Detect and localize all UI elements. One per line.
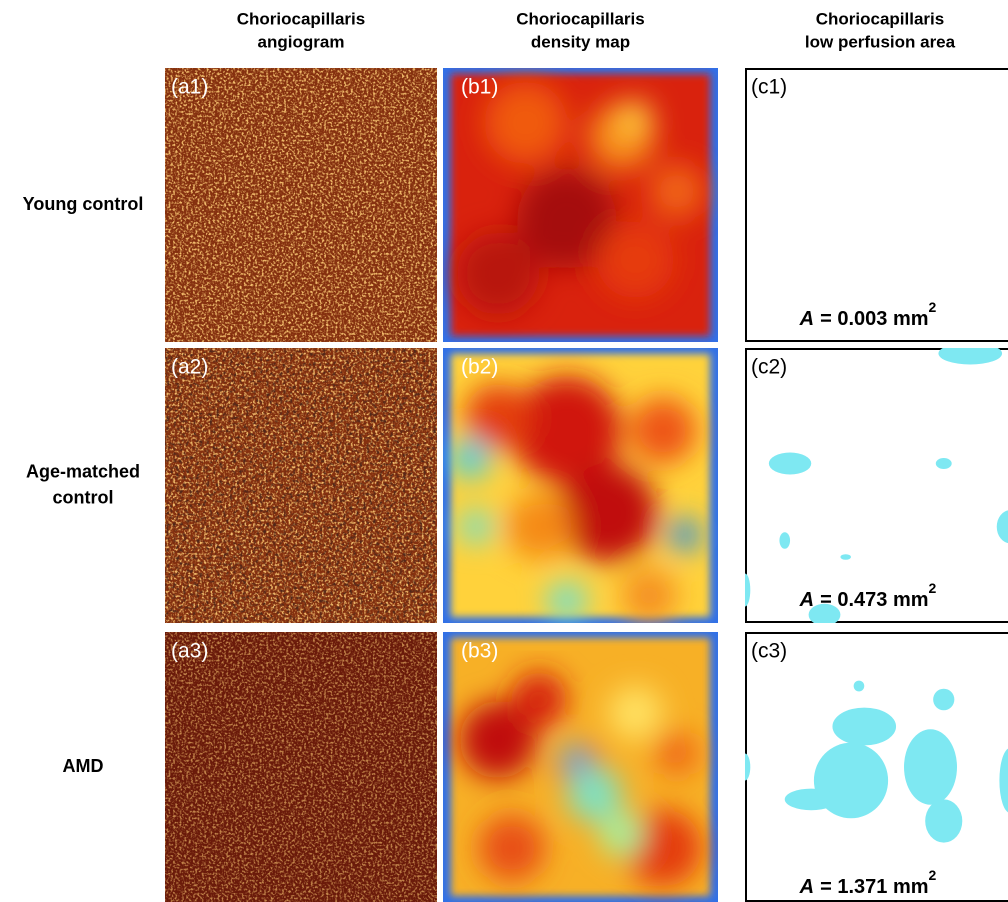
low-perfusion-region <box>740 754 751 781</box>
column-header: angiogram <box>258 32 345 51</box>
density-blob <box>460 510 493 543</box>
row-label: AMD <box>63 756 104 776</box>
density-blob <box>597 221 674 298</box>
area-value: = 0.003 mm <box>820 308 928 330</box>
column-header: low perfusion area <box>805 32 956 51</box>
density-blob <box>457 232 540 315</box>
row-label: Young control <box>23 194 144 214</box>
panel-label: (a1) <box>171 76 208 99</box>
low-perfusion-map <box>740 633 1008 901</box>
area-value: = 0.473 mm <box>820 589 928 611</box>
density-map <box>443 348 718 623</box>
density-blob <box>559 464 658 563</box>
low-perfusion-region <box>785 789 838 811</box>
panel-frame <box>746 349 1008 622</box>
area-symbol: A <box>799 876 814 898</box>
density-blob <box>479 815 545 881</box>
low-perfusion-region <box>779 532 790 549</box>
density-blob <box>600 813 644 857</box>
angiogram-texture <box>165 68 437 342</box>
column-header: Choriocapillaris <box>816 9 944 28</box>
row-label: control <box>53 487 114 507</box>
density-blob <box>630 398 696 464</box>
density-blob <box>451 439 490 478</box>
area-value: = 1.371 mm <box>820 876 928 898</box>
panel-frame <box>746 69 1008 341</box>
low-perfusion-region <box>769 453 811 475</box>
low-perfusion-region <box>740 574 751 607</box>
density-map <box>443 632 718 902</box>
low-perfusion-region <box>933 689 954 711</box>
figure: Choriocapillaris angiogram Choriocapillari… <box>0 0 1008 902</box>
column-header: density map <box>531 32 630 51</box>
low-perfusion-region <box>904 729 957 805</box>
panel-label: (a3) <box>171 640 208 663</box>
density-map <box>443 68 718 342</box>
column-header: Choriocapillaris <box>237 9 365 28</box>
area-exponent: 2 <box>929 867 937 883</box>
low-perfusion-region <box>832 708 896 746</box>
area-symbol: A <box>799 589 814 611</box>
panel-label: (b1) <box>461 76 498 99</box>
panel-label: (b2) <box>461 356 498 379</box>
density-blob <box>622 568 677 623</box>
density-blob <box>512 672 567 727</box>
row-label: Age-matched <box>26 461 140 481</box>
low-perfusion-map <box>746 69 1008 341</box>
density-blob <box>608 686 663 741</box>
low-perfusion-region <box>938 343 1002 365</box>
density-blob <box>619 101 652 134</box>
density-blob <box>506 494 572 560</box>
column-header: Choriocapillaris <box>516 9 644 28</box>
density-blob <box>655 732 699 776</box>
angiogram-dark <box>165 348 437 623</box>
angiogram-texture <box>165 632 437 902</box>
area-exponent: 2 <box>929 299 937 315</box>
panel-label: (c3) <box>751 640 787 663</box>
panel-label: (c1) <box>751 76 787 99</box>
area-symbol: A <box>799 308 814 330</box>
panel-label: (b3) <box>461 640 498 663</box>
low-perfusion-region <box>936 458 952 469</box>
density-blob <box>548 582 587 621</box>
panel-label: (a2) <box>171 356 208 379</box>
low-perfusion-region <box>840 554 851 560</box>
low-perfusion-region <box>854 681 865 692</box>
density-blob <box>669 519 702 552</box>
density-blob <box>567 767 622 822</box>
area-exponent: 2 <box>929 580 937 596</box>
low-perfusion-region <box>925 799 962 842</box>
low-perfusion-map <box>740 343 1008 626</box>
panel-label: (c2) <box>751 356 787 379</box>
density-blob <box>649 164 704 219</box>
